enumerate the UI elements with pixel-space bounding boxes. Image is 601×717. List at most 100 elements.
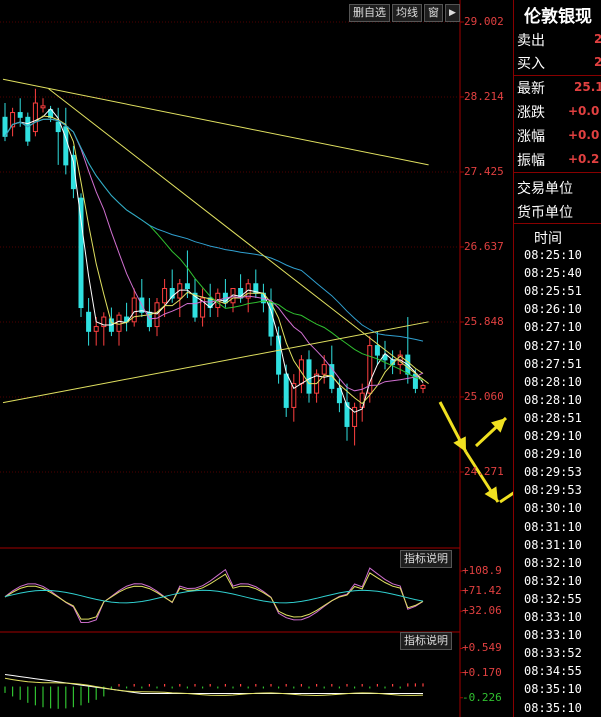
price-tick-label: 26.637 bbox=[464, 239, 504, 253]
price-tick-label: 27.425 bbox=[464, 165, 504, 178]
candle-body bbox=[131, 297, 137, 323]
quote-value: 25.1 bbox=[574, 80, 601, 94]
quote-value: +0.2 bbox=[568, 152, 600, 166]
macd-line bbox=[4, 674, 423, 694]
moving-average-line bbox=[4, 118, 424, 342]
candle-body bbox=[154, 302, 160, 328]
tick-time: 08:27:10 bbox=[524, 320, 582, 335]
window-button[interactable]: 窗 bbox=[424, 4, 443, 22]
candle-body bbox=[40, 105, 46, 109]
tick-time: 08:29:10 bbox=[524, 447, 582, 462]
tick-time: 08:35:10 bbox=[524, 700, 582, 715]
oscillator-1-tick-label: +32.06 bbox=[462, 604, 502, 618]
tick-time: 08:28:10 bbox=[524, 374, 582, 389]
oscillator-1-tick-label: +71.42 bbox=[462, 583, 502, 597]
candle-body bbox=[32, 102, 38, 133]
tick-time: 08:32:10 bbox=[524, 573, 582, 588]
tick-time: 08:34:55 bbox=[524, 664, 582, 679]
candle-body bbox=[93, 326, 99, 332]
candle-body bbox=[55, 121, 61, 133]
tick-time: 08:35:10 bbox=[524, 682, 582, 697]
delete-favorite-button[interactable]: 删自选 bbox=[349, 4, 390, 22]
candle-body bbox=[412, 373, 418, 389]
oscillator-2-tick-label: +0.549 bbox=[462, 641, 502, 655]
tick-time: 08:31:10 bbox=[524, 519, 582, 534]
tick-time: 08:25:51 bbox=[524, 284, 582, 299]
tick-time: 08:26:10 bbox=[524, 302, 582, 317]
price-tick-label: 29.002 bbox=[464, 15, 504, 28]
oscillator-2-tick-label: -0.226 bbox=[462, 690, 502, 704]
candle-body bbox=[25, 116, 31, 142]
candle-body bbox=[192, 292, 198, 318]
tick-time: 08:27:10 bbox=[524, 338, 582, 353]
trendline bbox=[48, 88, 429, 385]
candle-body bbox=[374, 345, 380, 356]
annotation-arrow bbox=[499, 491, 513, 504]
candle-body bbox=[382, 354, 388, 361]
quote-label: 涨跌 bbox=[517, 105, 545, 121]
tick-time: 08:25:10 bbox=[524, 248, 582, 262]
tick-time: 08:28:10 bbox=[524, 392, 582, 407]
quote-label: 货币单位 bbox=[517, 205, 573, 221]
candle-body bbox=[367, 345, 373, 394]
quote-panel: 伦敦银现 卖出 2 买入 2 最新 25.1 涨跌 +0.0 涨幅 +0.0 振幅 +0.2 交易单位货… bbox=[513, 0, 601, 717]
candle-body bbox=[306, 359, 312, 394]
instrument-title: 伦敦银现 bbox=[524, 7, 592, 27]
candle-body bbox=[10, 112, 16, 128]
quote-label: 卖出 bbox=[517, 33, 545, 49]
oscillator-2-tick-label: +0.170 bbox=[462, 665, 502, 679]
quote-label: 最新 bbox=[517, 81, 545, 97]
tick-time: 08:30:10 bbox=[524, 501, 582, 516]
candle-body bbox=[177, 283, 183, 299]
oscillator-1-tick-label: +108.9 bbox=[462, 564, 502, 578]
candle-body bbox=[420, 385, 426, 389]
chart-toolbar: 删自选 均线 窗 ▶ bbox=[349, 4, 460, 22]
annotation-arrowhead bbox=[484, 486, 498, 502]
quote-value: +0.0 bbox=[568, 104, 600, 118]
tick-time: 08:33:10 bbox=[524, 610, 582, 624]
quote-label: 买入 bbox=[517, 56, 545, 72]
price-tick-label: 25.060 bbox=[464, 389, 504, 403]
tick-time: 08:32:10 bbox=[524, 555, 582, 570]
candle-body bbox=[336, 387, 342, 404]
oscillator-line bbox=[4, 572, 424, 620]
tick-time: 08:32:55 bbox=[524, 591, 582, 606]
candle-body bbox=[2, 116, 8, 137]
candle-body bbox=[86, 311, 92, 332]
price-tick-label: 28.214 bbox=[464, 89, 504, 103]
quote-label: 涨幅 bbox=[517, 129, 545, 145]
moving-average-button[interactable]: 均线 bbox=[392, 4, 422, 22]
tick-time: 08:29:10 bbox=[524, 429, 582, 443]
collapse-arrow-button[interactable]: ▶ bbox=[445, 4, 460, 22]
tick-time: 08:27:51 bbox=[524, 356, 582, 371]
candle-body bbox=[116, 314, 122, 332]
candle-body bbox=[78, 197, 84, 309]
chart-canvas[interactable] bbox=[0, 0, 513, 717]
indicator-help-button-1[interactable]: 指标说明 bbox=[400, 550, 452, 568]
tick-time: 08:31:10 bbox=[524, 537, 582, 552]
tick-time: 08:29:53 bbox=[524, 465, 582, 480]
candle-body bbox=[200, 297, 206, 318]
candle-body bbox=[184, 283, 190, 290]
time-header: 时间 bbox=[534, 231, 562, 247]
candle-body bbox=[291, 383, 297, 408]
quote-value: +0.0 bbox=[568, 128, 600, 142]
oscillator-line bbox=[4, 567, 424, 624]
tick-time: 08:33:10 bbox=[524, 628, 582, 643]
price-tick-label: 24.271 bbox=[464, 465, 504, 478]
candle-body bbox=[344, 402, 350, 427]
candle-body bbox=[17, 112, 23, 118]
annotation-arrowhead bbox=[453, 436, 466, 452]
signal-line bbox=[4, 677, 424, 697]
oscillator-line bbox=[4, 589, 424, 604]
indicator-help-button-2[interactable]: 指标说明 bbox=[400, 632, 452, 650]
candle-body bbox=[101, 316, 107, 328]
trendline bbox=[2, 78, 429, 166]
candle-body bbox=[321, 364, 327, 375]
quote-label: 交易单位 bbox=[517, 181, 573, 197]
candle-body bbox=[283, 373, 289, 408]
annotation-arrowhead bbox=[490, 418, 506, 433]
moving-average-line bbox=[4, 107, 424, 413]
candle-body bbox=[63, 126, 69, 166]
tick-time: 08:28:51 bbox=[524, 410, 582, 425]
